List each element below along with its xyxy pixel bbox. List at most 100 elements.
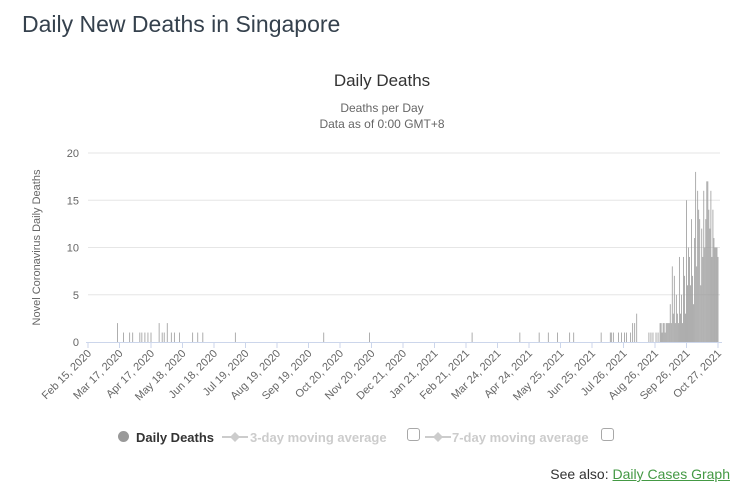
daily-deaths-marker-icon [118,431,129,442]
bar [694,238,696,342]
bar [650,332,652,342]
bar [707,181,709,342]
bar [123,332,124,342]
bar [681,294,682,342]
legend-item-daily-deaths[interactable]: Daily Deaths [136,430,215,445]
see-also: See also: Daily Cases Graph [550,466,730,482]
bar [158,323,160,342]
bar [689,256,690,342]
bar [683,256,684,342]
bar [715,247,717,342]
bar [547,332,549,342]
bar [609,332,611,342]
bar [674,323,676,342]
bar [573,332,575,342]
bar [369,332,370,342]
bar [713,238,715,342]
bar [610,332,612,342]
bar [690,285,691,342]
bar [691,219,692,342]
bar [716,247,718,342]
bar [179,332,180,342]
bar [711,256,713,342]
bar [712,209,714,342]
see-also-label: See also: [550,466,609,482]
bar [685,313,686,342]
bar [161,332,163,342]
bar [170,332,172,342]
bar [701,228,703,342]
bar [706,181,708,342]
bar [660,323,662,342]
bar [684,275,685,342]
bar [670,323,672,342]
bar [636,313,638,342]
bar [710,190,712,342]
bar [557,332,558,342]
legend-item-7day-moving-average[interactable]: 7-day moving average [452,430,589,445]
bar [704,247,706,342]
bar [600,332,602,342]
bar [662,323,664,342]
bar [669,304,671,342]
bar [659,323,661,342]
bar [632,323,634,342]
bar [661,332,663,342]
y-tick-label: 0 [73,337,79,349]
bar [675,294,677,342]
chart-subtitle-line2: Data as of 0:00 GMT+8 [319,117,445,131]
daily-cases-graph-link[interactable]: Daily Cases Graph [612,466,731,482]
bar [621,332,622,342]
bar [630,332,632,342]
bar [626,332,627,342]
chart-subtitle-line1: Deaths per Day [340,101,424,115]
bar [671,266,673,342]
bar [688,247,689,342]
y-axis-title: Novel Coronavirus Daily Deaths [31,169,43,325]
bar [129,332,131,342]
y-tick-label: 10 [67,243,79,255]
bar [648,332,650,342]
bar [655,332,657,342]
bar [634,323,636,342]
bar [569,332,571,342]
bar [166,323,168,342]
bar [680,313,681,342]
bar [677,323,679,342]
bar [665,323,667,342]
moving-average-3day-marker-icon [222,432,248,442]
bar [652,332,654,342]
bar [117,323,118,342]
bar [519,332,521,342]
bar [682,323,683,342]
bar [686,200,687,342]
bar [687,285,688,342]
checkbox-3day-moving-average[interactable] [407,428,420,441]
y-tick-label: 20 [67,148,79,160]
bar [708,209,710,342]
page-title: Daily New Deaths in Singapore [22,11,341,37]
checkbox-7day-moving-average[interactable] [601,428,614,441]
bar [667,323,669,342]
bar [699,219,701,342]
bar [139,332,141,342]
bar [173,332,175,342]
bar [672,313,674,342]
bar [693,304,695,342]
legend-item-3day-moving-average[interactable]: 3-day moving average [250,430,387,445]
bar [695,171,697,342]
bar [323,332,325,342]
bar [150,332,152,342]
bar [702,256,704,342]
bar [624,332,625,342]
bar [657,332,659,342]
bar [698,209,700,342]
bar [192,332,194,342]
bar [141,332,143,342]
bar [132,332,134,342]
bar [705,219,707,342]
bar [147,332,149,342]
bar [202,332,204,342]
bar [709,228,711,342]
